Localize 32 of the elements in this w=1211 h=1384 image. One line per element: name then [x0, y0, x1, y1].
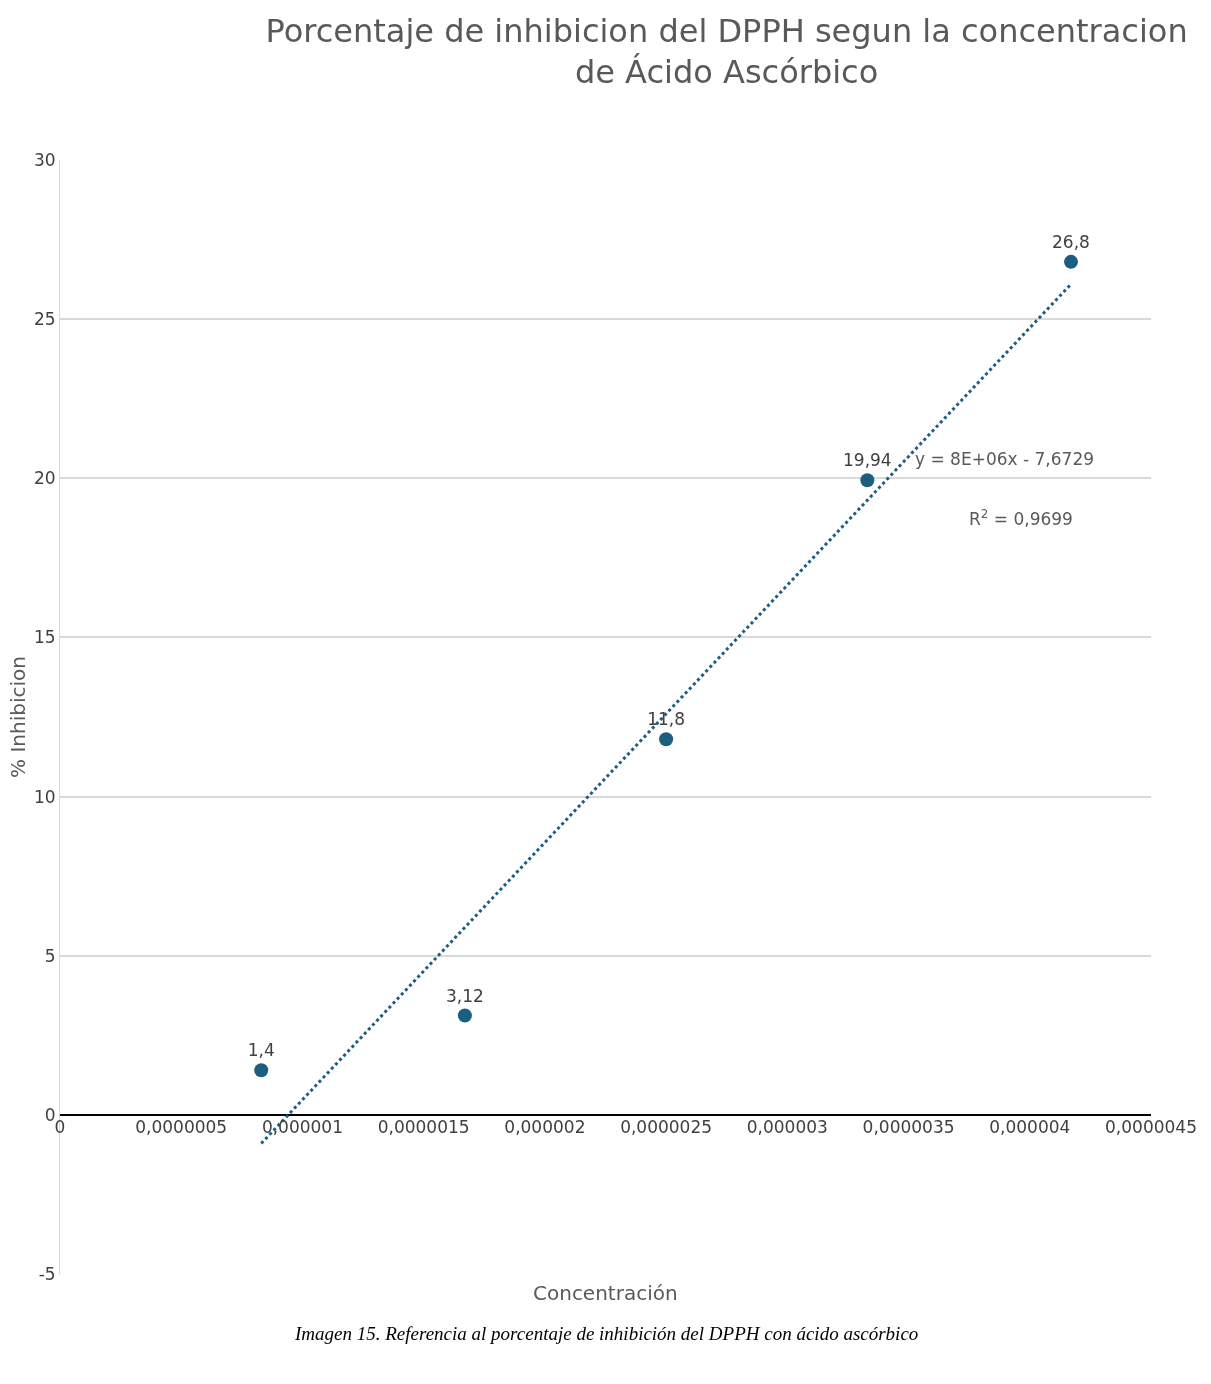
x-tick-label: 0,000003 — [746, 1116, 828, 1137]
annotation: y = 8E+06x - 7,6729 — [915, 449, 1095, 469]
data-label: 1,4 — [247, 1040, 275, 1061]
point — [457, 1008, 472, 1023]
data-label: 3,12 — [445, 985, 484, 1006]
x-tick-label: 0,000001 — [261, 1116, 343, 1137]
y-tick-label: 30 — [33, 149, 56, 170]
x-tick-label: 0,0000045 — [1105, 1116, 1197, 1137]
x-tick-label: 0,000002 — [504, 1116, 586, 1137]
data-label: 26,8 — [1052, 231, 1090, 252]
point — [860, 473, 875, 488]
y-tick-label: 20 — [33, 468, 56, 489]
y-tick-label: 15 — [33, 627, 56, 648]
y-tick-label: 5 — [44, 945, 56, 966]
x-tick-label: 0,000004 — [989, 1116, 1071, 1137]
x-tick-label: 0,0000005 — [135, 1116, 228, 1137]
point — [1064, 254, 1078, 269]
data-label: 11,8 — [647, 709, 686, 730]
x-axis-title: Concentración — [533, 1281, 678, 1305]
data-label: 19,94 — [843, 450, 892, 471]
point — [659, 732, 674, 747]
y-tick-label: 10 — [33, 786, 56, 807]
point — [254, 1063, 269, 1078]
y-tick-label: 25 — [33, 309, 56, 330]
x-tick-label: 0,0000035 — [862, 1116, 955, 1137]
text: Imagen 15. Referencia al porcentaje de inhibición del DPPH con ácido ascórbico — [294, 1323, 919, 1344]
x-tick-label: 0,0000015 — [377, 1116, 470, 1137]
y-tick-label: -5 — [38, 1263, 56, 1284]
chart-title: Porcentaje de inhibicion del DPPH segun la concentracion de Ácido Ascórbico — [265, 11, 1188, 92]
y-axis-title: % Inhibicion — [6, 656, 31, 778]
x-tick-label: 0,0000025 — [620, 1116, 713, 1137]
annotation: R$^{2}$ = 0,9699 — [969, 507, 1073, 530]
